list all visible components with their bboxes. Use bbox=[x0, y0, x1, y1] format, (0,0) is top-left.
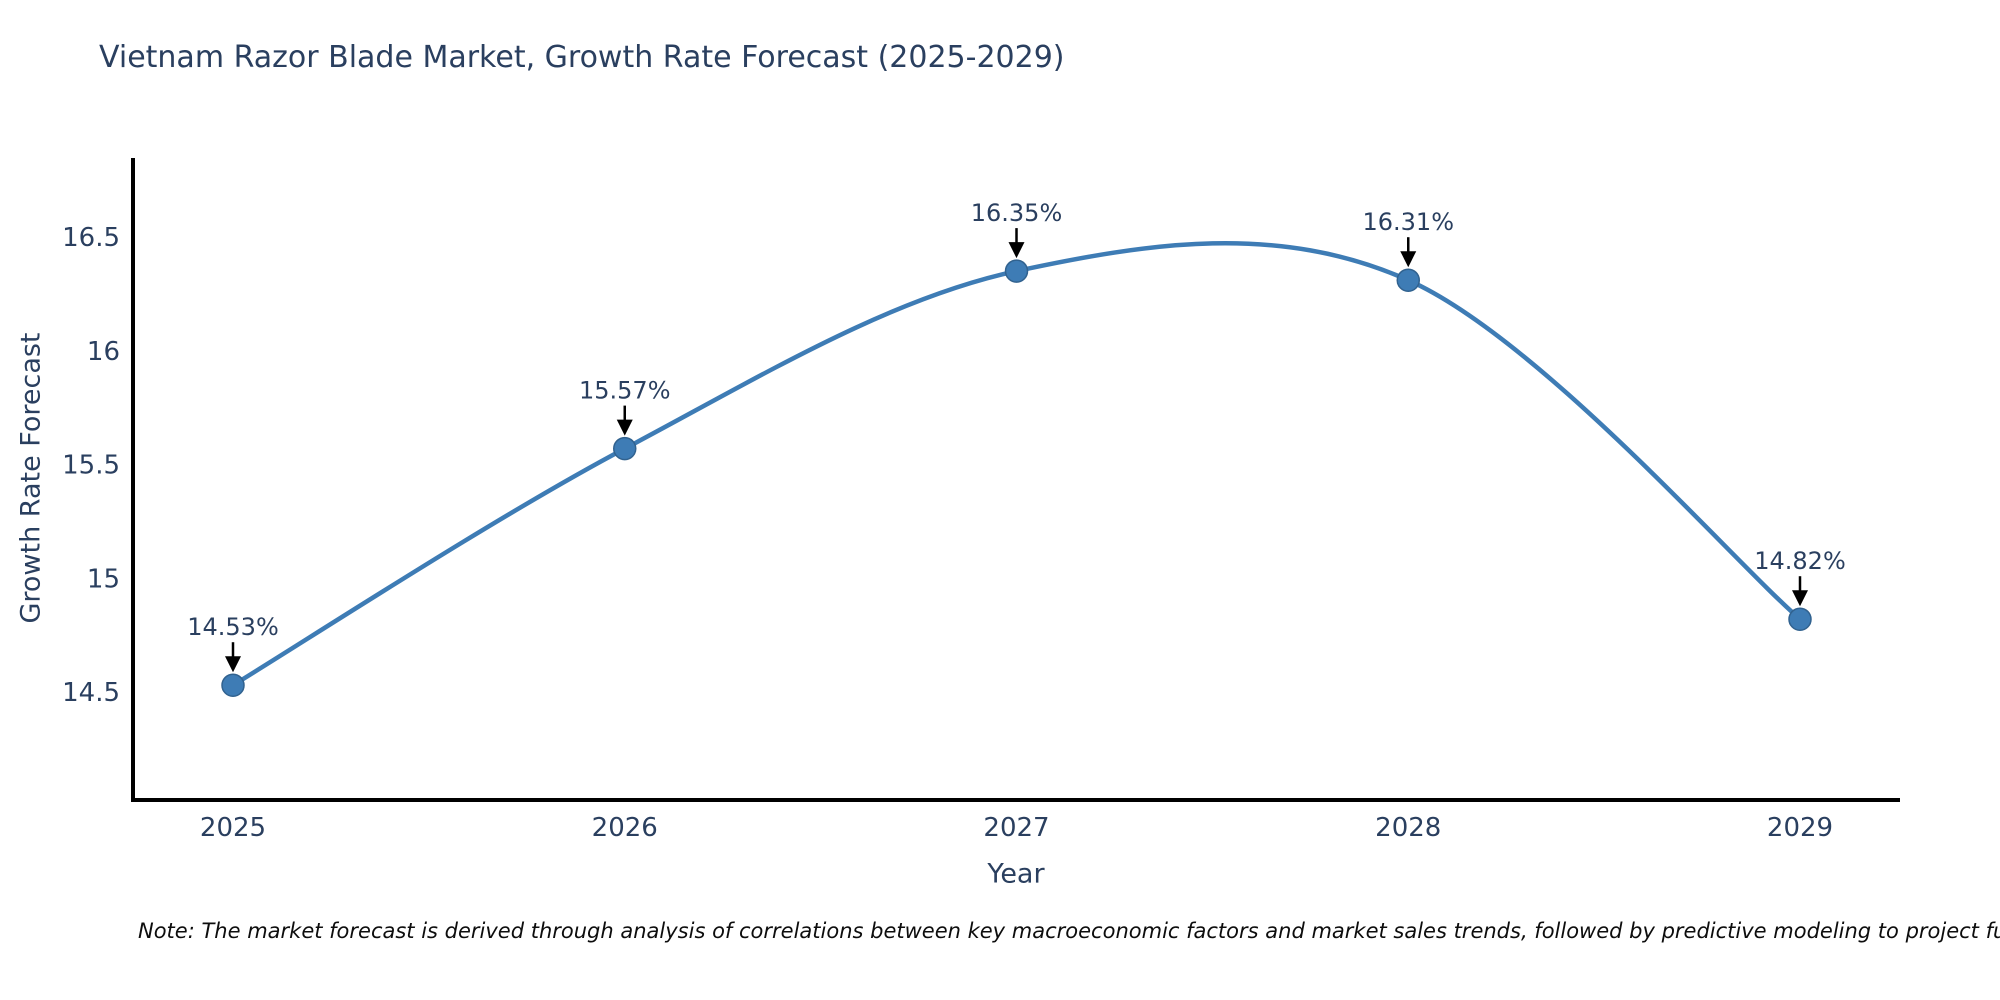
point-annotation: 15.57% bbox=[579, 377, 671, 405]
annotation-arrowhead bbox=[1008, 242, 1025, 259]
data-point-2027 bbox=[1004, 259, 1029, 283]
annotation-arrowhead bbox=[225, 656, 241, 673]
annotation-arrowhead bbox=[1400, 251, 1417, 268]
point-annotation: 16.31% bbox=[1362, 208, 1454, 236]
point-annotation: 16.35% bbox=[971, 199, 1063, 227]
annotation-arrowhead bbox=[616, 419, 633, 436]
y-tick-label: 14.5 bbox=[62, 678, 120, 708]
y-tick-label: 15.5 bbox=[62, 451, 120, 481]
chart-title: Vietnam Razor Blade Market, Growth Rate … bbox=[99, 40, 1065, 75]
x-tick-label: 2027 bbox=[983, 813, 1049, 843]
axis-spines bbox=[131, 158, 1900, 802]
x-tick-label: 2029 bbox=[1767, 813, 1833, 843]
data-point-2026 bbox=[613, 436, 637, 461]
y-tick-label: 16.5 bbox=[62, 223, 120, 253]
x-tick-label: 2025 bbox=[200, 813, 266, 843]
x-tick-label: 2026 bbox=[592, 813, 658, 843]
data-point-2029 bbox=[1788, 607, 1812, 631]
point-annotation: 14.53% bbox=[187, 613, 279, 641]
y-tick-label: 15 bbox=[87, 564, 120, 594]
point-annotation: 14.82% bbox=[1754, 547, 1846, 575]
series-line bbox=[230, 241, 1803, 688]
data-point-2025 bbox=[221, 673, 245, 697]
x-tick-label: 2028 bbox=[1375, 813, 1441, 843]
data-point-2028 bbox=[1396, 268, 1420, 292]
annotation-arrowhead bbox=[1792, 590, 1808, 607]
y-tick-label: 16 bbox=[87, 337, 120, 367]
x-axis-title: Year bbox=[987, 858, 1045, 890]
footnote: Note: The market forecast is derived thr… bbox=[138, 919, 2000, 943]
